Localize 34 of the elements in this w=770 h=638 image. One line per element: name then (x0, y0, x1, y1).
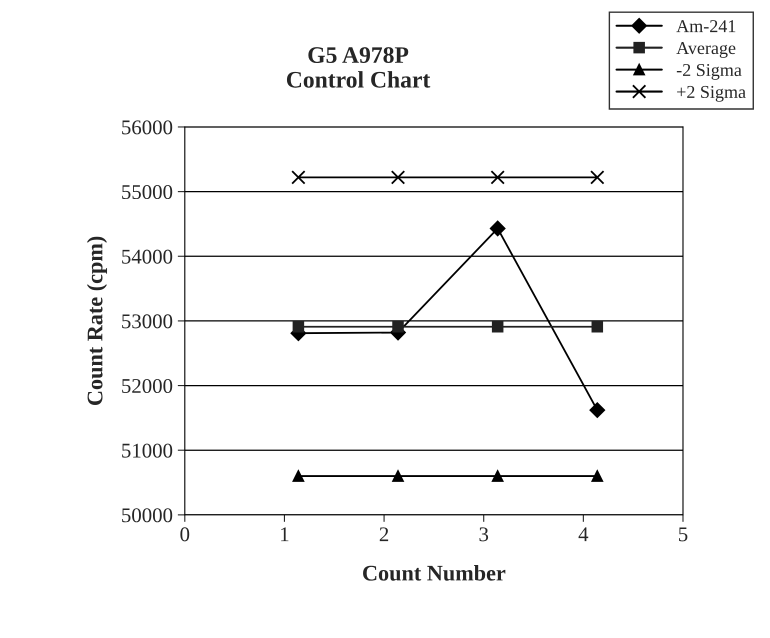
y-tick-label: 51000 (122, 444, 172, 458)
y-tick-label: 52000 (122, 378, 172, 393)
y-tick-label: 54000 (122, 250, 172, 264)
point (590, 402, 606, 418)
x-tick-label: 1 (281, 527, 288, 542)
x-tick-label: 4 (578, 527, 588, 542)
point (292, 320, 304, 332)
y-tick-label: 55000 (122, 184, 172, 200)
x-tick-label: 5 (678, 527, 688, 542)
point (592, 470, 604, 482)
point (390, 170, 406, 185)
point (492, 470, 504, 482)
x-tick-label: 0 (180, 527, 190, 542)
y-tick-label: 50000 (122, 508, 172, 522)
chart-title: G5 A978P Control Chart (286, 47, 430, 88)
point (291, 170, 306, 185)
x-tick-label: 2 (380, 527, 388, 542)
point (490, 220, 506, 236)
point (490, 170, 505, 185)
x-tick-label: 3 (480, 527, 488, 542)
point (492, 320, 504, 332)
point (592, 320, 604, 332)
y-tick-label: 53000 (122, 314, 172, 328)
point (392, 320, 404, 332)
legend-label: -2 Sigma (676, 64, 742, 80)
legend-label: Average (676, 42, 736, 58)
legend-label: Am-241 (676, 20, 736, 32)
legend-label: +2 Sigma (677, 86, 746, 102)
y-tick-label: 56000 (122, 120, 172, 134)
x-axis-title: Count Number (363, 565, 506, 581)
point (292, 470, 304, 482)
y-axis-title: Count Rate (cpm) (86, 236, 108, 405)
point (392, 470, 404, 482)
point (590, 170, 604, 185)
